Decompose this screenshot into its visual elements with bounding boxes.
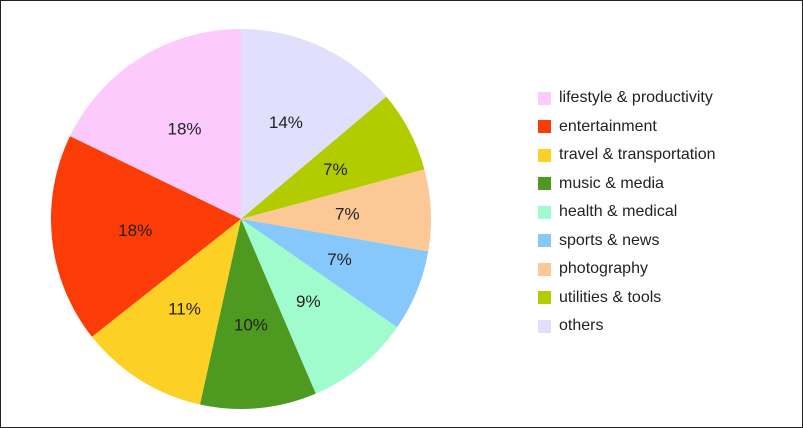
pie-slice-7: [51, 136, 241, 337]
legend-swatch: [538, 262, 551, 276]
legend-swatch: [538, 234, 551, 248]
legend: lifestyle & productivity entertainment tra…: [538, 84, 716, 341]
pie-slice-0: [241, 29, 387, 219]
legend-item-8: others: [538, 312, 716, 341]
legend-label: travel & transportation: [559, 146, 716, 164]
pie-value-label-5: 10%: [234, 315, 268, 334]
pie-slices: [51, 29, 432, 409]
pie-slice-6: [91, 219, 242, 405]
pie-slice-5: [199, 219, 316, 409]
pie-value-label-3: 7%: [327, 250, 352, 269]
legend-item-4: health & medical: [538, 198, 716, 227]
pie-slice-2: [241, 169, 432, 252]
pie-slice-8: [70, 29, 241, 219]
legend-item-7: utilities & tools: [538, 284, 716, 313]
legend-item-3: music & media: [538, 170, 716, 199]
pie-value-label-0: 14%: [269, 113, 303, 132]
legend-label: others: [559, 317, 604, 335]
legend-item-6: photography: [538, 255, 716, 284]
pie-value-label-1: 7%: [323, 160, 348, 179]
pie-slice-1: [241, 96, 425, 219]
legend-label: music & media: [559, 174, 664, 192]
pie-value-label-4: 9%: [296, 292, 321, 311]
legend-item-5: sports & news: [538, 227, 716, 256]
pie-slice-3: [241, 219, 429, 328]
pie-value-label-2: 7%: [335, 205, 360, 224]
legend-swatch: [538, 205, 551, 219]
legend-label: utilities & tools: [559, 288, 662, 306]
pie-value-label-6: 11%: [168, 300, 201, 319]
pie-value-labels: 14% 7% 7% 7% 9% 10% 11% 18% 18%: [118, 113, 359, 334]
legend-label: photography: [559, 260, 648, 278]
legend-swatch: [538, 148, 551, 162]
legend-swatch: [538, 120, 551, 134]
legend-swatch: [538, 291, 551, 305]
legend-label: health & medical: [559, 203, 678, 221]
legend-label: lifestyle & productivity: [559, 89, 713, 107]
legend-swatch: [538, 319, 551, 333]
legend-item-1: entertainment: [538, 113, 716, 142]
pie-value-label-7: 18%: [118, 221, 152, 240]
pie-value-label-8: 18%: [167, 119, 201, 138]
legend-label: entertainment: [559, 117, 657, 135]
legend-swatch: [538, 177, 551, 191]
legend-item-2: travel & transportation: [538, 141, 716, 170]
legend-swatch: [538, 91, 551, 105]
legend-label: sports & news: [559, 231, 660, 249]
legend-item-0: lifestyle & productivity: [538, 84, 716, 113]
pie-slice-4: [241, 219, 398, 394]
